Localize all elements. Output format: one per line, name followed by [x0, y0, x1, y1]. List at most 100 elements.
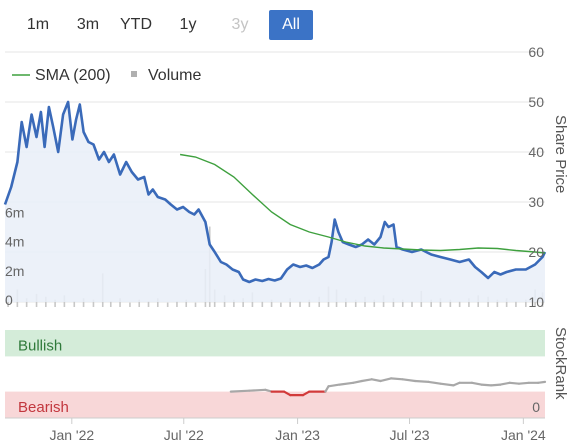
- volume-bar: [345, 298, 347, 307]
- volume-bar: [82, 298, 85, 307]
- bullish-band: [5, 330, 545, 357]
- stockrank-segment: [327, 383, 341, 388]
- stockrank-segment: [352, 379, 363, 384]
- stockrank-segment: [401, 378, 417, 383]
- x-tick-label: Jan '22: [49, 427, 94, 442]
- share-price-axis-title: Share Price: [552, 115, 569, 193]
- stockrank-segment: [490, 383, 502, 387]
- range-button-3m[interactable]: 3m: [64, 10, 112, 40]
- volume-bar: [449, 299, 452, 307]
- x-tick-label: Jul '23: [390, 427, 430, 442]
- stockrank-tick-0: 0: [532, 399, 540, 415]
- stockrank-segment: [360, 378, 373, 383]
- stockrank-segment: [414, 379, 430, 383]
- volume-bar: [270, 299, 273, 307]
- price-tick-40: 40: [528, 144, 544, 160]
- volume-bar: [280, 302, 282, 307]
- volume-bar: [147, 301, 150, 307]
- volume-bar: [25, 298, 28, 307]
- range-button-1m[interactable]: 1m: [12, 10, 64, 40]
- stockrank-panel: Bullish Bearish 0 StockRank: [5, 327, 569, 418]
- volume-bar: [129, 302, 131, 307]
- stockrank-segment: [248, 388, 267, 392]
- price-tick-50: 50: [528, 94, 544, 110]
- volume-bar: [439, 298, 442, 307]
- volume-legend-swatch: [131, 71, 137, 77]
- volume-bar: [194, 302, 197, 307]
- bearish-label: Bearish: [18, 399, 69, 416]
- volume-bar: [109, 301, 112, 307]
- volume-bar: [119, 298, 121, 307]
- stockrank-segment: [499, 381, 511, 386]
- volume-bar: [138, 299, 141, 307]
- price-line: [3, 100, 547, 284]
- volume-bar: [430, 299, 432, 307]
- price-axis: 60 50 40 30 20 10: [528, 44, 544, 310]
- volume-bar: [308, 299, 311, 307]
- x-tick-label: Jul '22: [164, 427, 204, 442]
- price-series: [3, 100, 547, 302]
- volume-bar: [261, 301, 264, 307]
- volume-tick-2m: 2m: [5, 263, 24, 279]
- range-selector: 1m 3m YTD 1y 3y All: [12, 10, 313, 40]
- stockrank-axis-title: StockRank: [552, 327, 569, 400]
- stockrank-segment: [452, 381, 461, 387]
- volume-bar: [289, 298, 291, 307]
- stockrank-segment: [282, 390, 292, 397]
- stockrank-segment: [517, 381, 531, 385]
- stockrank-segment: [338, 381, 355, 386]
- volume-bar: [354, 299, 357, 307]
- volume-tick-0: 0: [5, 292, 13, 308]
- volume-bar: [185, 299, 188, 307]
- sma-line: [179, 153, 546, 254]
- volume-tick-6m: 6m: [5, 204, 24, 220]
- volume-bar: [92, 299, 95, 307]
- stockrank-segment: [389, 377, 404, 381]
- volume-legend-label[interactable]: Volume: [148, 67, 201, 84]
- price-tick-30: 30: [528, 194, 544, 210]
- bullish-label: Bullish: [18, 337, 62, 354]
- x-axis: Jan '22 Jul '22 Jan '23 Jul '23 Jan '24: [5, 417, 546, 442]
- x-tick-label: Jan '24: [501, 427, 546, 442]
- bearish-band: [5, 391, 545, 418]
- volume-bar: [299, 301, 301, 307]
- volume-bar: [242, 298, 244, 307]
- volume-bar: [496, 299, 499, 307]
- volume-bar: [156, 298, 159, 307]
- sma-series: [179, 153, 546, 254]
- volume-bar: [525, 299, 527, 307]
- stockrank-segment: [480, 383, 493, 387]
- volume-bar: [401, 299, 404, 307]
- volume-bar: [73, 301, 76, 307]
- range-button-1y[interactable]: 1y: [160, 10, 216, 40]
- x-tick-label: Jan '23: [275, 427, 320, 442]
- volume-bar: [505, 298, 508, 307]
- volume-bar: [166, 302, 169, 307]
- volume-bar: [411, 301, 413, 307]
- range-button-ytd[interactable]: YTD: [112, 10, 160, 40]
- price-tick-10: 10: [528, 294, 544, 310]
- volume-bar: [468, 298, 470, 307]
- volume-bar: [54, 299, 56, 307]
- stockrank-segment: [427, 380, 442, 385]
- volume-axis: 6m 4m 2m 0: [5, 204, 24, 308]
- stockrank-segment: [439, 382, 455, 387]
- volume-bar: [233, 299, 235, 307]
- range-button-all[interactable]: All: [269, 10, 313, 40]
- volume-bar: [458, 301, 461, 307]
- stockrank-segment: [508, 381, 521, 385]
- volume-bar: [176, 301, 178, 307]
- volume-bar: [373, 299, 376, 307]
- price-tick-20: 20: [528, 244, 544, 260]
- stockrank-segment: [370, 378, 382, 383]
- sma-legend-label[interactable]: SMA (200): [35, 67, 111, 84]
- volume-bar: [392, 298, 395, 307]
- stockrank-segment: [379, 377, 393, 383]
- stockrank-segment: [537, 380, 547, 384]
- volume-tick-4m: 4m: [5, 234, 24, 250]
- range-button-3y: 3y: [216, 10, 264, 40]
- stockrank-segment: [470, 381, 483, 386]
- stockrank-segment: [302, 390, 311, 397]
- volume-bar: [515, 301, 517, 307]
